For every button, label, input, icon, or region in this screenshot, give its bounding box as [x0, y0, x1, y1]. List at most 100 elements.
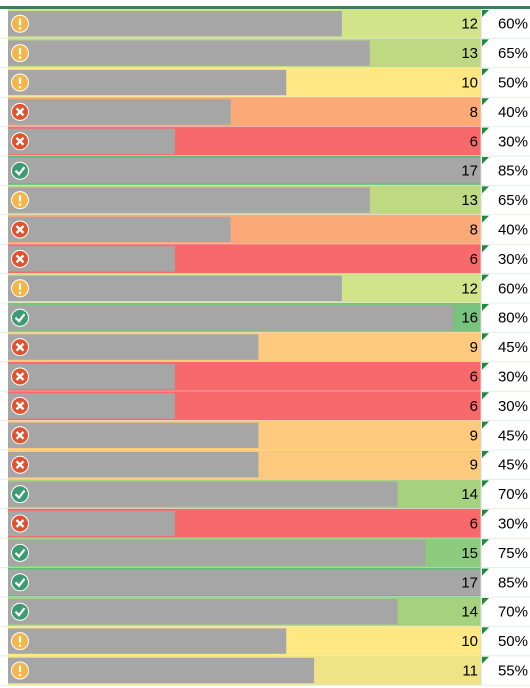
data-bar	[8, 99, 231, 125]
icon-glyph	[15, 372, 25, 381]
status-icon	[11, 44, 29, 63]
status-icon	[11, 132, 29, 151]
status-icon	[11, 602, 29, 621]
icon-glyph	[18, 291, 22, 295]
error-indicator	[482, 656, 489, 664]
icon-glyph	[18, 673, 22, 677]
status-icon	[11, 367, 29, 386]
error-indicator	[482, 421, 489, 429]
error-indicator	[482, 274, 489, 282]
data-bar	[8, 628, 287, 654]
score: 14	[461, 604, 478, 621]
score: 11	[462, 662, 478, 679]
score: 12	[461, 16, 478, 33]
score: 6	[470, 368, 478, 385]
percent: 30%	[498, 368, 528, 385]
score: 10	[461, 633, 478, 650]
data-bar	[8, 69, 287, 96]
icon-glyph	[14, 166, 26, 176]
icon-glyph	[14, 313, 26, 323]
data-bar	[8, 599, 398, 625]
score: 17	[461, 163, 478, 180]
score: 17	[461, 574, 478, 591]
percent: 40%	[498, 221, 528, 238]
status-icon	[11, 102, 29, 121]
status-icon	[11, 426, 29, 445]
icon-glyph	[15, 519, 25, 528]
percent: 30%	[498, 251, 528, 268]
score: 10	[461, 74, 478, 91]
icon-glyph	[18, 56, 22, 59]
error-indicator	[482, 480, 489, 488]
status-icon	[11, 14, 29, 33]
score: 12	[461, 280, 478, 297]
data-bar	[8, 540, 426, 566]
icon-circle	[11, 602, 29, 621]
status-icon	[11, 514, 29, 533]
percent: 60%	[498, 280, 528, 297]
percent: 80%	[498, 310, 528, 327]
error-indicator	[482, 186, 489, 194]
percent: 55%	[498, 662, 528, 679]
data-bar	[8, 334, 259, 360]
score: 15	[461, 545, 478, 562]
status-icon	[11, 191, 29, 210]
score: 9	[470, 457, 478, 474]
error-indicator	[482, 98, 489, 106]
status-icon	[11, 543, 29, 562]
score: 8	[470, 221, 478, 238]
score: 13	[461, 45, 478, 62]
percent: 75%	[498, 545, 528, 562]
percent: 30%	[498, 133, 528, 150]
score: 6	[470, 133, 478, 150]
status-icon	[11, 573, 29, 592]
percent: 45%	[498, 339, 528, 356]
percent: 50%	[498, 633, 528, 650]
error-indicator	[482, 304, 489, 311]
icon-glyph	[15, 107, 25, 117]
percent: 65%	[498, 45, 528, 62]
icon-glyph	[15, 136, 25, 146]
error-indicator	[482, 568, 489, 576]
percent: 45%	[498, 427, 528, 444]
data-bar	[8, 481, 398, 507]
status-icon	[11, 455, 29, 474]
data-bar	[8, 11, 342, 37]
error-indicator	[482, 245, 489, 253]
status-icon	[11, 661, 29, 680]
error-indicator	[482, 215, 489, 223]
data-bar	[8, 275, 342, 301]
icon-glyph	[14, 578, 26, 588]
data-bar	[8, 187, 370, 213]
icon-glyph	[15, 254, 25, 264]
score: 13	[461, 192, 478, 209]
icon-glyph	[18, 203, 22, 206]
error-indicator	[482, 627, 489, 635]
icon-glyph	[14, 548, 26, 559]
status-icon	[11, 485, 29, 504]
status-icon	[11, 338, 29, 357]
data-bar	[8, 422, 259, 448]
icon-circle	[11, 308, 29, 327]
icon-circle	[11, 485, 29, 504]
icon-glyph	[15, 430, 25, 440]
icon-glyph	[18, 26, 22, 30]
status-icon	[11, 396, 29, 415]
percent: 30%	[498, 515, 528, 532]
icon-circle	[11, 161, 29, 180]
score: 8	[470, 104, 478, 121]
icon-circle	[11, 573, 29, 592]
status-icon	[11, 308, 29, 327]
data-bar	[8, 657, 315, 684]
error-indicator	[482, 392, 489, 400]
data-bar	[8, 246, 175, 272]
score: 6	[470, 251, 478, 268]
error-indicator	[482, 509, 489, 517]
error-indicator	[482, 598, 489, 605]
percent: 70%	[498, 604, 528, 621]
percent: 85%	[498, 163, 528, 180]
score: 9	[470, 339, 478, 356]
data-bar	[8, 158, 481, 184]
icon-glyph	[18, 85, 22, 89]
